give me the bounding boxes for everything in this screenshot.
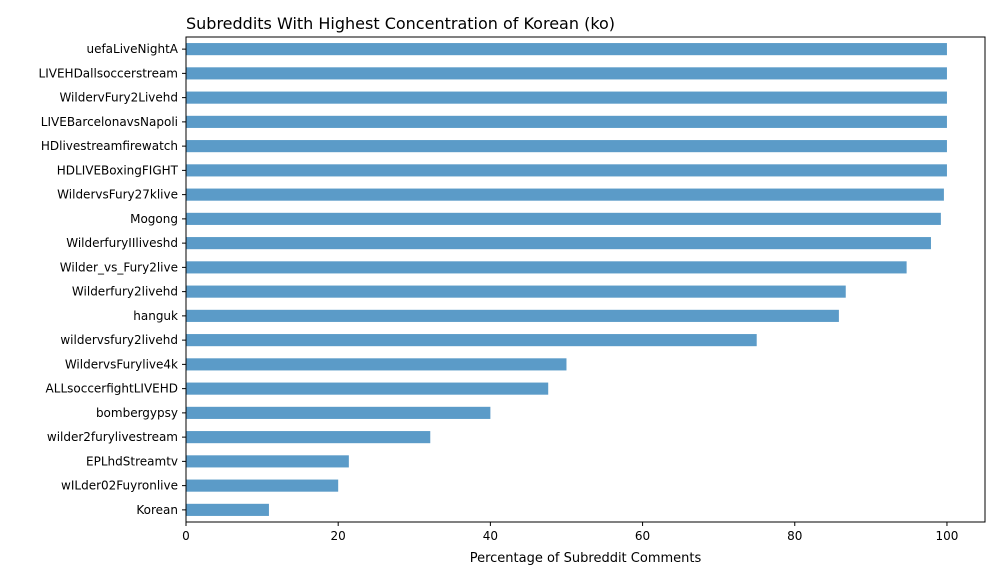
bar-18 bbox=[186, 479, 339, 492]
y-tick-label-11: hanguk bbox=[133, 309, 178, 323]
bar-15 bbox=[186, 406, 491, 419]
x-tick-label-1: 20 bbox=[331, 529, 346, 543]
y-tick-label-9: Wilder_vs_Fury2live bbox=[60, 260, 178, 274]
y-tick-label-14: ALLsoccerfightLIVEHD bbox=[46, 382, 178, 396]
x-tick-label-0: 0 bbox=[182, 529, 190, 543]
y-tick-label-3: LIVEBarcelonavsNapoli bbox=[41, 115, 178, 129]
bar-16 bbox=[186, 431, 431, 444]
bar-2 bbox=[186, 91, 947, 104]
bar-19 bbox=[186, 503, 269, 516]
bar-14 bbox=[186, 382, 549, 395]
bar-5 bbox=[186, 164, 947, 177]
bar-17 bbox=[186, 455, 349, 468]
y-tick-label-1: LIVEHDallsoccerstream bbox=[39, 66, 178, 80]
bar-12 bbox=[186, 334, 757, 347]
bar-3 bbox=[186, 115, 947, 128]
y-tick-label-2: WildervFury2Livehd bbox=[59, 91, 178, 105]
y-tick-label-6: WildervsFury27klive bbox=[57, 188, 178, 202]
x-tick-label-5: 100 bbox=[935, 529, 958, 543]
y-tick-label-5: HDLIVEBoxingFIGHT bbox=[57, 163, 179, 177]
y-tick-label-10: Wilderfury2livehd bbox=[72, 285, 178, 299]
y-tick-label-7: Mogong bbox=[130, 212, 178, 226]
bar-11 bbox=[186, 309, 839, 322]
x-tick-label-4: 80 bbox=[787, 529, 802, 543]
bars-group bbox=[186, 43, 947, 516]
bar-7 bbox=[186, 212, 941, 225]
y-tick-label-0: uefaLiveNightA bbox=[86, 42, 178, 56]
y-tick-label-17: EPLhdStreamtv bbox=[86, 454, 178, 468]
x-axis-ticks: 0 20 40 60 80 100 bbox=[182, 522, 958, 543]
y-tick-label-16: wilder2furylivestream bbox=[47, 430, 178, 444]
y-tick-label-8: WilderfuryIIliveshd bbox=[66, 236, 178, 250]
y-tick-label-13: WildervsFurylive4k bbox=[65, 357, 178, 371]
bar-4 bbox=[186, 140, 947, 153]
y-axis-ticks: uefaLiveNightA LIVEHDallsoccerstream Wilde… bbox=[39, 42, 186, 517]
bar-0 bbox=[186, 43, 947, 56]
chart-title: Subreddits With Highest Concentration of… bbox=[186, 14, 615, 33]
y-tick-label-12: wildervsfury2livehd bbox=[60, 333, 178, 347]
y-tick-label-18: wILder02Fuyronlive bbox=[61, 479, 178, 493]
y-tick-label-15: bombergypsy bbox=[96, 406, 178, 420]
plot-frame bbox=[185, 36, 986, 523]
bar-1 bbox=[186, 67, 947, 80]
bar-9 bbox=[186, 261, 907, 274]
x-axis-label: Percentage of Subreddit Comments bbox=[470, 551, 702, 566]
x-tick-label-3: 60 bbox=[635, 529, 650, 543]
bar-13 bbox=[186, 358, 567, 371]
bar-8 bbox=[186, 237, 931, 250]
y-tick-label-19: Korean bbox=[136, 503, 178, 517]
bar-10 bbox=[186, 285, 846, 298]
bar-6 bbox=[186, 188, 944, 201]
x-tick-label-2: 40 bbox=[483, 529, 498, 543]
y-tick-label-4: HDlivestreamfirewatch bbox=[41, 139, 178, 153]
